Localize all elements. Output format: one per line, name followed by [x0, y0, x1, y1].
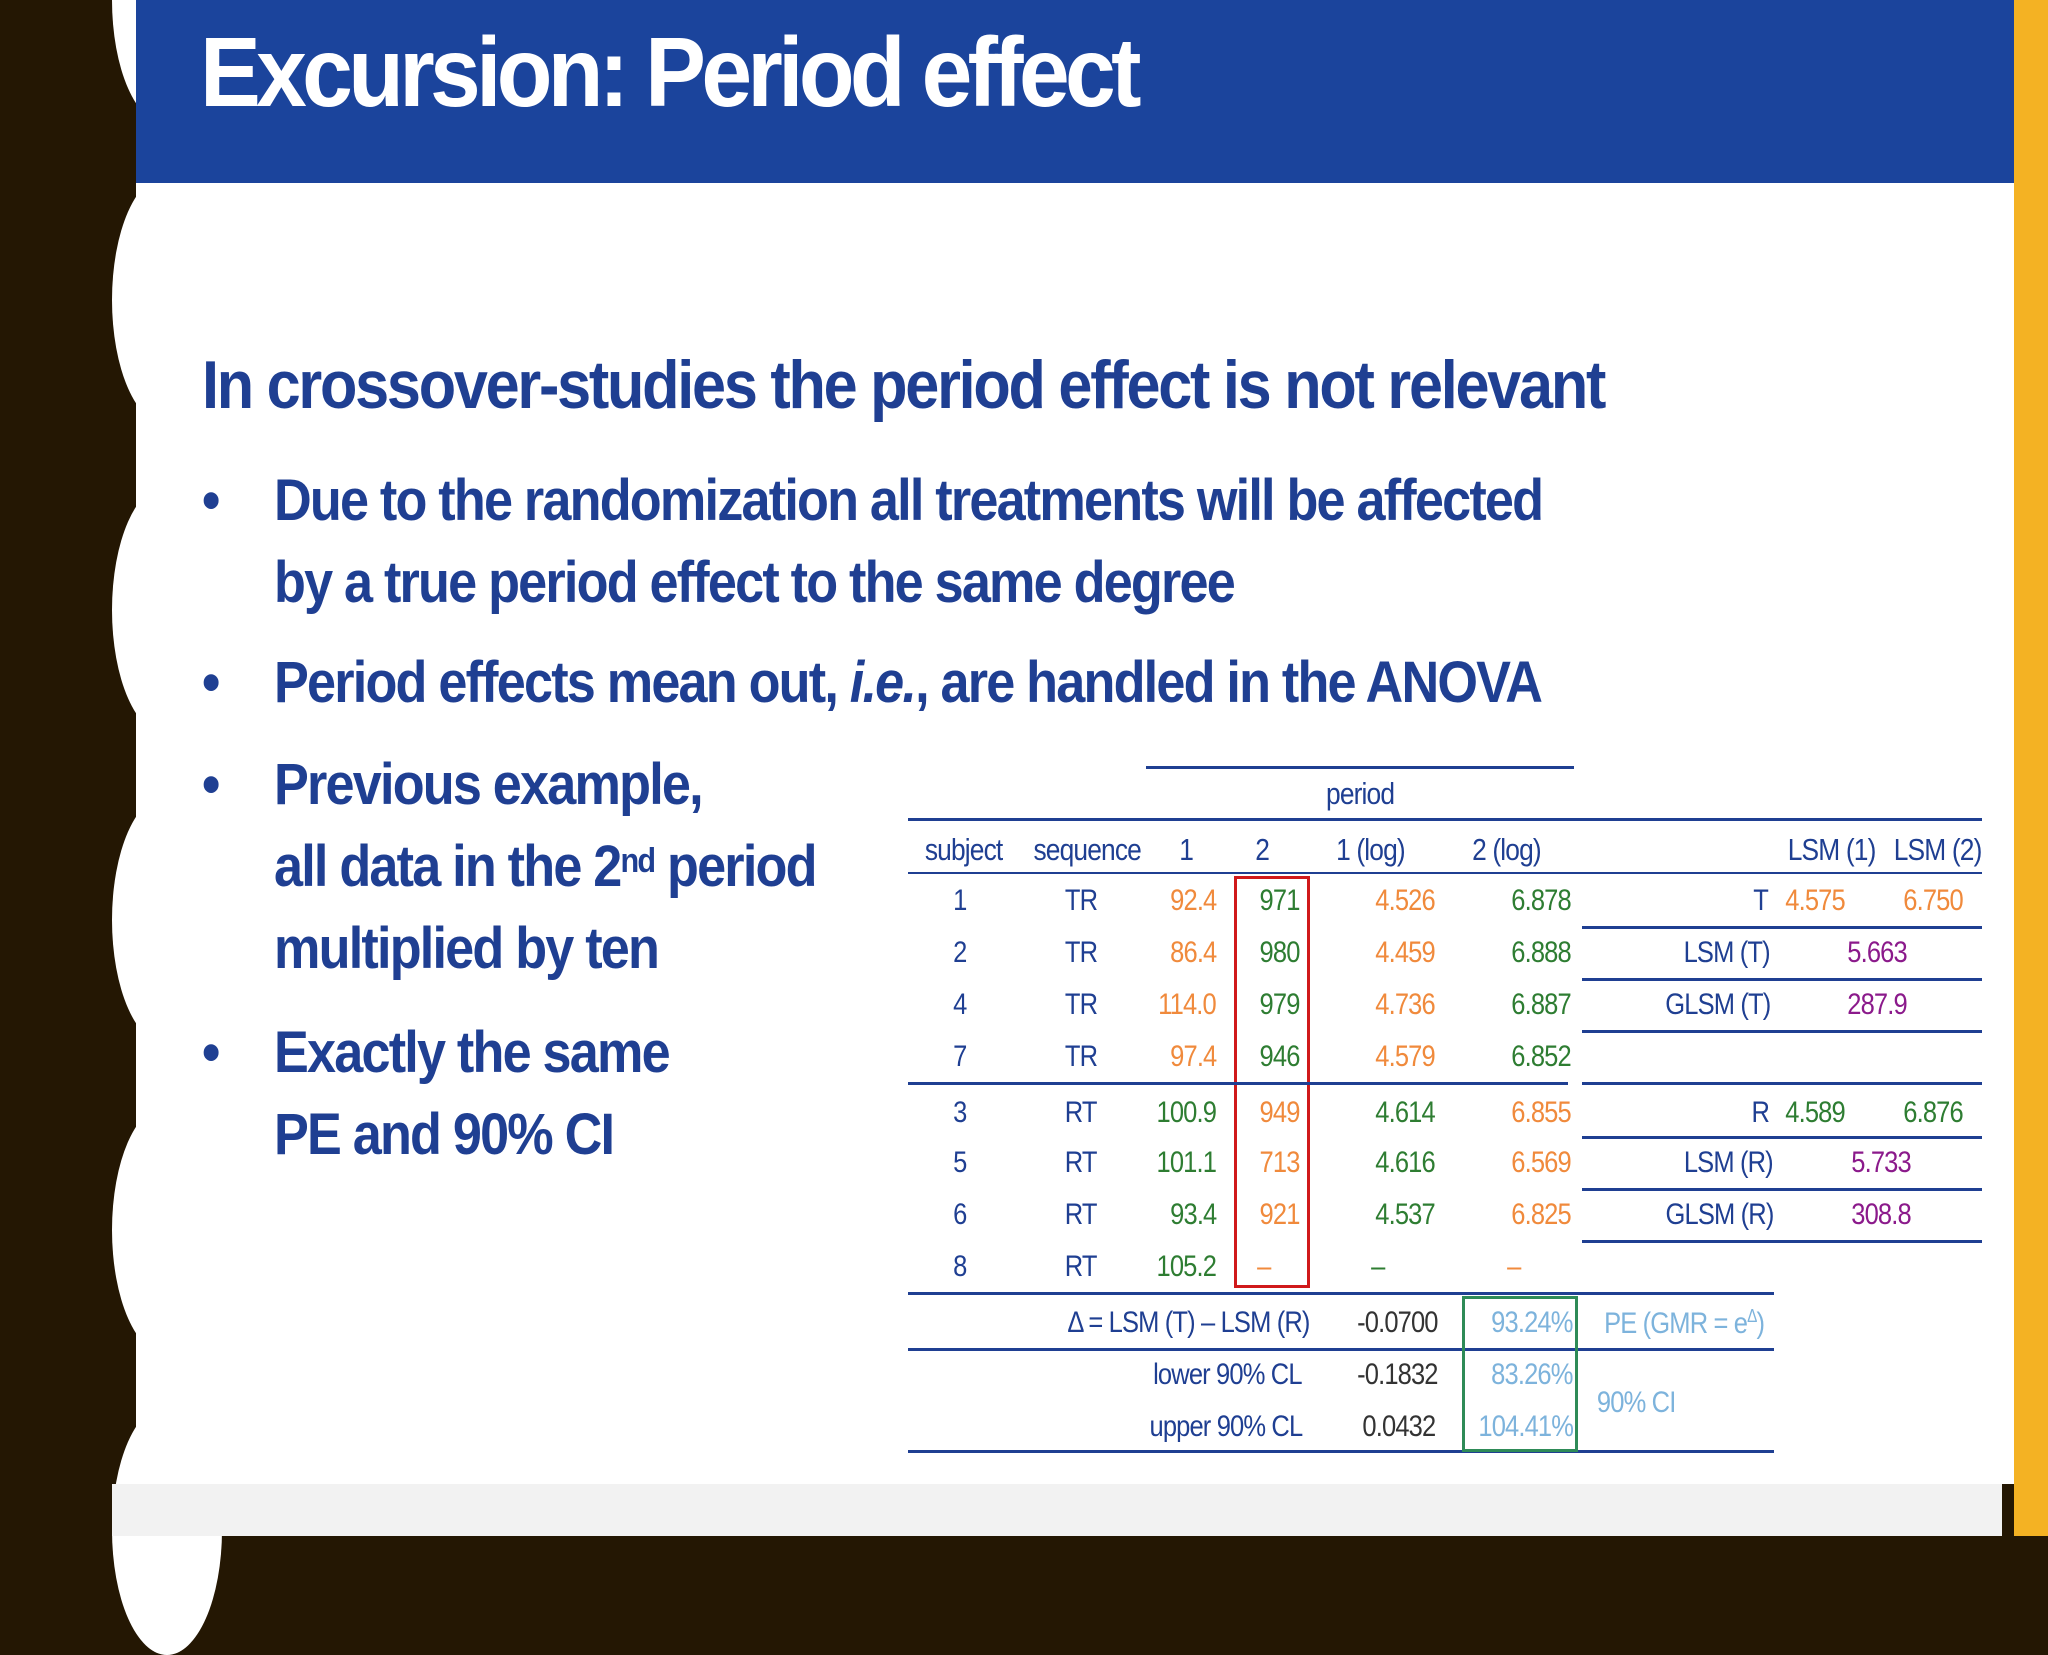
- bullet-marker: •: [202, 752, 220, 817]
- bullet-text: PE and 90% CI: [274, 1102, 615, 1167]
- bullet-text: , are handled in the ANOVA: [915, 650, 1543, 715]
- bullet-marker: •: [202, 1020, 220, 1085]
- right-accent-border: [2014, 0, 2048, 1536]
- left-border: [0, 0, 136, 1536]
- slide-title: Excursion: Period effect: [200, 17, 1141, 127]
- bullet-text: multiplied by ten: [274, 916, 660, 981]
- slide-heading: In crossover-studies the period effect i…: [202, 347, 1606, 423]
- bullet-item: • Period effects mean out, i.e., are han…: [202, 642, 1543, 724]
- bullet-text: Exactly the same: [274, 1020, 671, 1085]
- bullet-text: Due to the randomization all treatments …: [274, 468, 1544, 533]
- bullet-text-italic: i.e.: [849, 650, 917, 715]
- bullet-item: • Previous example, all data in the 2nd …: [202, 744, 818, 990]
- bullet-marker: •: [202, 650, 220, 715]
- bullet-text: period: [654, 834, 818, 899]
- bullet-text: Period effects mean out,: [274, 650, 850, 715]
- slide: Excursion: Period effect In crossover-st…: [136, 0, 2014, 1484]
- bottom-band: [112, 1484, 2002, 1536]
- header-bar: Excursion: Period effect: [136, 0, 2014, 183]
- superscript: nd: [620, 842, 657, 880]
- bullet-item: • Exactly the same PE and 90% CI: [202, 1012, 671, 1176]
- bullet-text: Previous example,: [274, 752, 704, 817]
- bullet-item: • Due to the randomization all treatment…: [202, 460, 1544, 624]
- bullet-text: all data in the 2: [274, 834, 622, 899]
- bullet-text: by a true period effect to the same degr…: [274, 550, 1236, 615]
- bullet-marker: •: [202, 468, 220, 533]
